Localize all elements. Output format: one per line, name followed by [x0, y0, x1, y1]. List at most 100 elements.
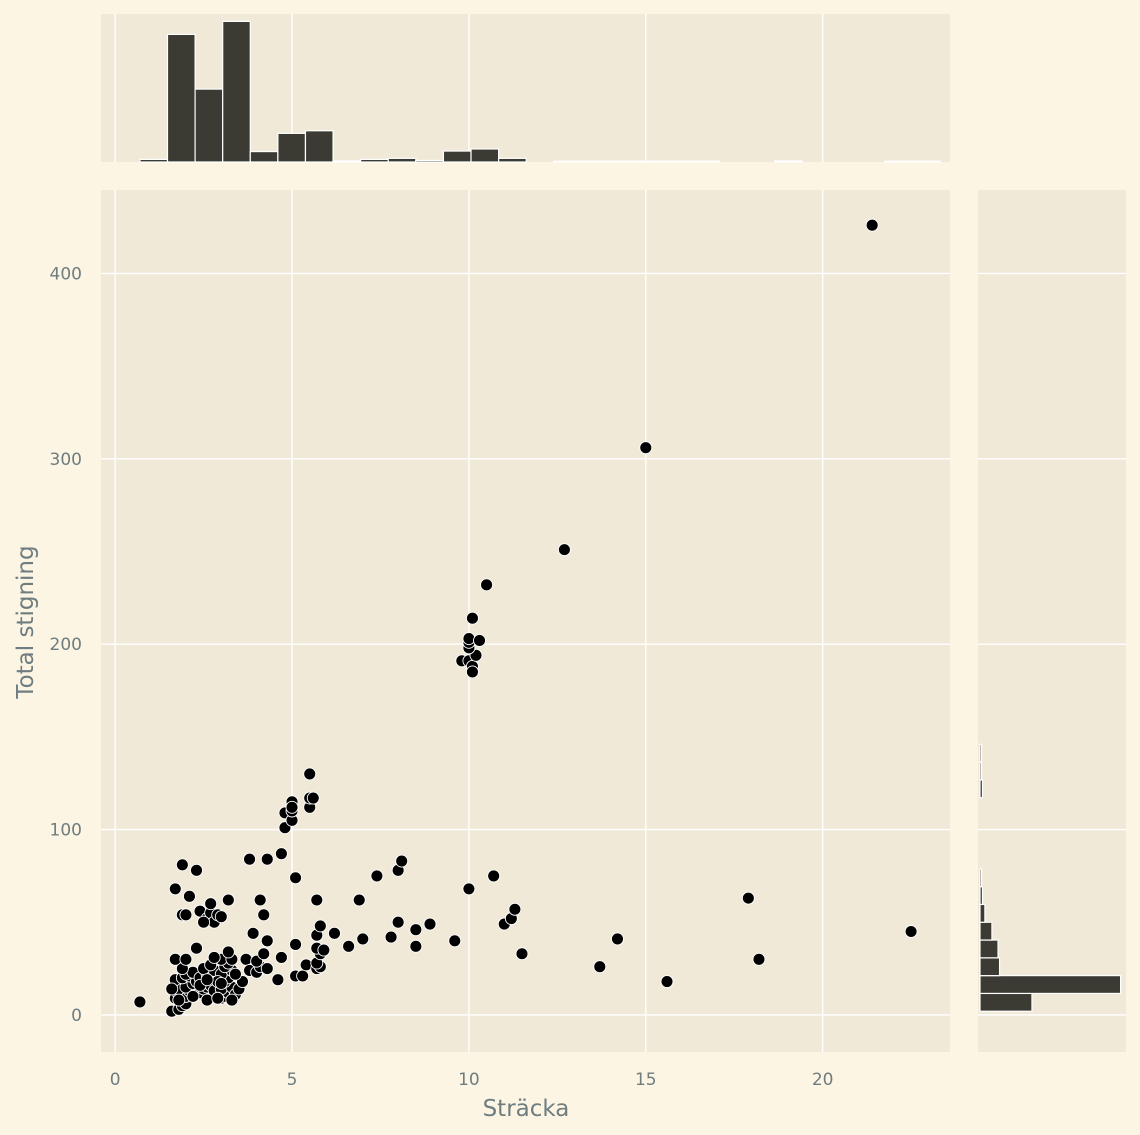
marginal-y-background [978, 190, 1126, 1052]
scatter-point [409, 939, 423, 953]
scatter-point [200, 993, 214, 1007]
marginal-x-bar [580, 160, 610, 163]
scatter-point [515, 947, 529, 961]
scatter-point [904, 925, 918, 938]
scatter-point [257, 908, 271, 922]
marginal-x-bar [222, 20, 251, 163]
scatter-point [190, 941, 203, 955]
x-tick-label: 20 [812, 1070, 834, 1090]
scatter-point [200, 973, 214, 987]
scatter-point [211, 991, 225, 1005]
marginal-x-bar [691, 160, 720, 163]
marginal-x-bar [498, 157, 527, 163]
scatter-point [487, 869, 501, 883]
scatter-point [239, 952, 253, 966]
x-tick-label: 15 [635, 1070, 657, 1090]
scatter-point [243, 852, 257, 866]
scatter-point [462, 882, 476, 896]
scatter-point [133, 995, 147, 1009]
marginal-y-bar [979, 886, 984, 906]
scatter-point [473, 634, 486, 647]
scatter-point [271, 973, 285, 987]
marginal-x-bar [415, 159, 445, 163]
y-tick-label: 400 [50, 264, 82, 284]
marginal-x-bar [139, 158, 169, 163]
marginal-y-bar [979, 957, 1001, 977]
scatter-point [660, 975, 674, 989]
scatter-point [865, 218, 879, 232]
marginal-x-bar [332, 160, 362, 163]
scatter-point [384, 930, 398, 944]
scatter-point [289, 871, 303, 885]
scatter-point [165, 982, 179, 996]
marginal-y-bar [979, 921, 993, 941]
scatter-point [197, 915, 211, 929]
marginal-y-histogram [978, 190, 1126, 1052]
scatter-point [508, 902, 522, 916]
scatter-point [228, 967, 242, 981]
marginal-x-bar [304, 130, 334, 163]
marginal-y-bar [979, 868, 983, 888]
marginal-x-bars [139, 20, 941, 163]
scatter-point [391, 915, 405, 929]
scatter-point [465, 665, 479, 679]
scatter-point [289, 938, 303, 951]
scatter-point [190, 863, 203, 877]
marginal-x-bar [773, 160, 803, 163]
marginal-x-bar [277, 132, 307, 163]
y-tick-label: 300 [50, 450, 82, 470]
x-axis-label: Sträcka [483, 1096, 570, 1122]
marginal-x-bar [442, 150, 472, 163]
scatter-point [172, 993, 186, 1007]
marginal-x-bar [194, 88, 224, 163]
scatter-point [168, 882, 182, 896]
scatter-point [448, 934, 462, 948]
scatter-point [257, 947, 271, 961]
scatter-point [352, 893, 366, 907]
marginal-y-bars [979, 743, 1122, 1012]
marginal-x-bar [911, 160, 941, 163]
scatter-point [253, 893, 267, 907]
marginal-y-bar [979, 903, 986, 923]
scatter-point [274, 951, 288, 964]
scatter-point [204, 897, 218, 911]
scatter-point [752, 952, 766, 966]
marginal-y-bar [979, 975, 1122, 995]
marginal-y-grid [978, 272, 1126, 1016]
marginal-x-bar [166, 33, 196, 163]
marginal-x-bar [553, 160, 582, 163]
scatter-point [260, 962, 274, 976]
marginal-x-bar [608, 160, 638, 163]
marginal-x-bar [663, 160, 693, 163]
scatter-point [639, 441, 653, 455]
scatter-point [557, 543, 571, 557]
marginal-x-bar [635, 160, 665, 163]
y-tick-label: 0 [71, 1006, 82, 1026]
marginal-x-grid [114, 14, 824, 162]
scatter-point [423, 917, 437, 931]
scatter-point [480, 578, 494, 592]
marginal-x-bar [470, 148, 500, 163]
scatter-point [310, 893, 324, 907]
main-scatter-panel: 0 5 10 15 20 0 100 200 300 400 [50, 190, 950, 1090]
marginal-x-histogram [101, 14, 950, 163]
scatter-points [133, 218, 918, 1018]
scatter-point [611, 932, 624, 946]
scatter-point [285, 800, 299, 814]
scatter-point [741, 891, 755, 905]
main-panel-background [101, 190, 950, 1052]
x-tick-label: 10 [458, 1070, 480, 1090]
scatter-point [179, 908, 193, 922]
scatter-point [214, 976, 228, 990]
scatter-point [342, 939, 356, 953]
scatter-point [356, 932, 370, 946]
scatter-point [207, 951, 221, 964]
scatter-point [593, 960, 607, 974]
scatter-point [274, 847, 288, 861]
scatter-point [186, 989, 200, 1003]
scatter-point [246, 926, 260, 940]
scatter-point [328, 926, 341, 940]
scatter-point [260, 934, 274, 948]
marginal-x-bar [387, 157, 417, 163]
